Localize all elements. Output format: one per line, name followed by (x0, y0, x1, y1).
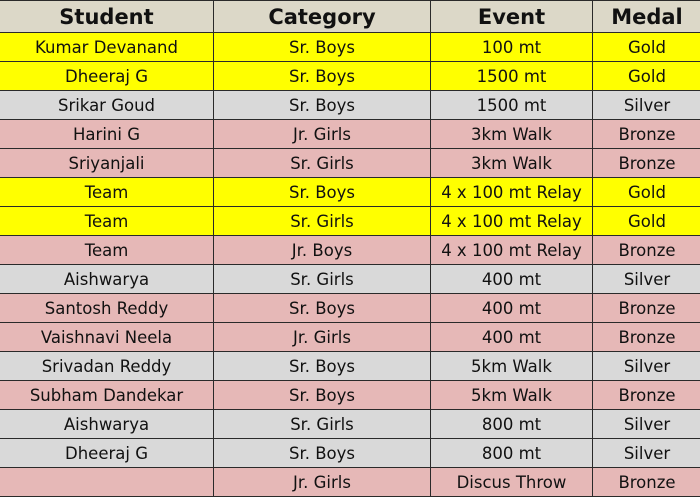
cell-category: Sr. Boys (214, 294, 431, 323)
header-medal: Medal (593, 1, 700, 33)
cell-medal: Bronze (593, 149, 700, 178)
cell-medal: Gold (593, 62, 700, 91)
cell-event: 100 mt (431, 33, 593, 62)
cell-category: Sr. Girls (214, 265, 431, 294)
cell-medal: Bronze (593, 381, 700, 410)
cell-event: 4 x 100 mt Relay (431, 178, 593, 207)
cell-event: 5km Walk (431, 352, 593, 381)
cell-student: Aishwarya (0, 410, 214, 439)
cell-medal: Silver (593, 439, 700, 468)
cell-medal: Silver (593, 91, 700, 120)
cell-medal: Bronze (593, 120, 700, 149)
cell-medal: Bronze (593, 236, 700, 265)
cell-category: Jr. Girls (214, 468, 431, 497)
cell-category: Sr. Boys (214, 33, 431, 62)
cell-medal: Gold (593, 207, 700, 236)
cell-category: Sr. Boys (214, 439, 431, 468)
cell-category: Sr. Boys (214, 352, 431, 381)
cell-student: Team (0, 236, 214, 265)
cell-medal: Silver (593, 265, 700, 294)
cell-medal: Gold (593, 33, 700, 62)
cell-medal: Bronze (593, 468, 700, 497)
cell-student: Srikar Goud (0, 91, 214, 120)
header-student: Student (0, 1, 214, 33)
cell-category: Jr. Girls (214, 323, 431, 352)
cell-category: Sr. Girls (214, 149, 431, 178)
cell-event: 4 x 100 mt Relay (431, 236, 593, 265)
cell-event: 800 mt (431, 410, 593, 439)
cell-student: Dheeraj G (0, 62, 214, 91)
cell-medal: Silver (593, 352, 700, 381)
cell-category: Sr. Girls (214, 207, 431, 236)
header-category: Category (214, 1, 431, 33)
cell-student: Team (0, 178, 214, 207)
cell-student: Vaishnavi Neela (0, 323, 214, 352)
cell-event: Discus Throw (431, 468, 593, 497)
cell-event: 800 mt (431, 439, 593, 468)
cell-category: Sr. Boys (214, 62, 431, 91)
cell-event: 400 mt (431, 323, 593, 352)
cell-medal: Gold (593, 178, 700, 207)
cell-medal: Bronze (593, 294, 700, 323)
cell-student: Dheeraj G (0, 439, 214, 468)
cell-category: Jr. Girls (214, 120, 431, 149)
cell-category: Sr. Boys (214, 381, 431, 410)
cell-student: Kumar Devanand (0, 33, 214, 62)
cell-event: 5km Walk (431, 381, 593, 410)
cell-event: 400 mt (431, 294, 593, 323)
cell-event: 3km Walk (431, 120, 593, 149)
cell-student: Sriyanjali (0, 149, 214, 178)
cell-event: 3km Walk (431, 149, 593, 178)
cell-category: Jr. Boys (214, 236, 431, 265)
cell-medal: Bronze (593, 323, 700, 352)
cell-event: 1500 mt (431, 62, 593, 91)
cell-category: Sr. Boys (214, 91, 431, 120)
cell-category: Sr. Boys (214, 178, 431, 207)
cell-student: Harini G (0, 120, 214, 149)
cell-student: Santosh Reddy (0, 294, 214, 323)
cell-event: 1500 mt (431, 91, 593, 120)
cell-event: 400 mt (431, 265, 593, 294)
header-event: Event (431, 1, 593, 33)
cell-student: Subham Dandekar (0, 381, 214, 410)
cell-event: 4 x 100 mt Relay (431, 207, 593, 236)
cell-student: Team (0, 207, 214, 236)
cell-student: Aishwarya (0, 265, 214, 294)
cell-student (0, 468, 214, 497)
header-row: Student Category Event Medal (0, 1, 700, 33)
cell-medal: Silver (593, 410, 700, 439)
cell-student: Srivadan Reddy (0, 352, 214, 381)
cell-category: Sr. Girls (214, 410, 431, 439)
